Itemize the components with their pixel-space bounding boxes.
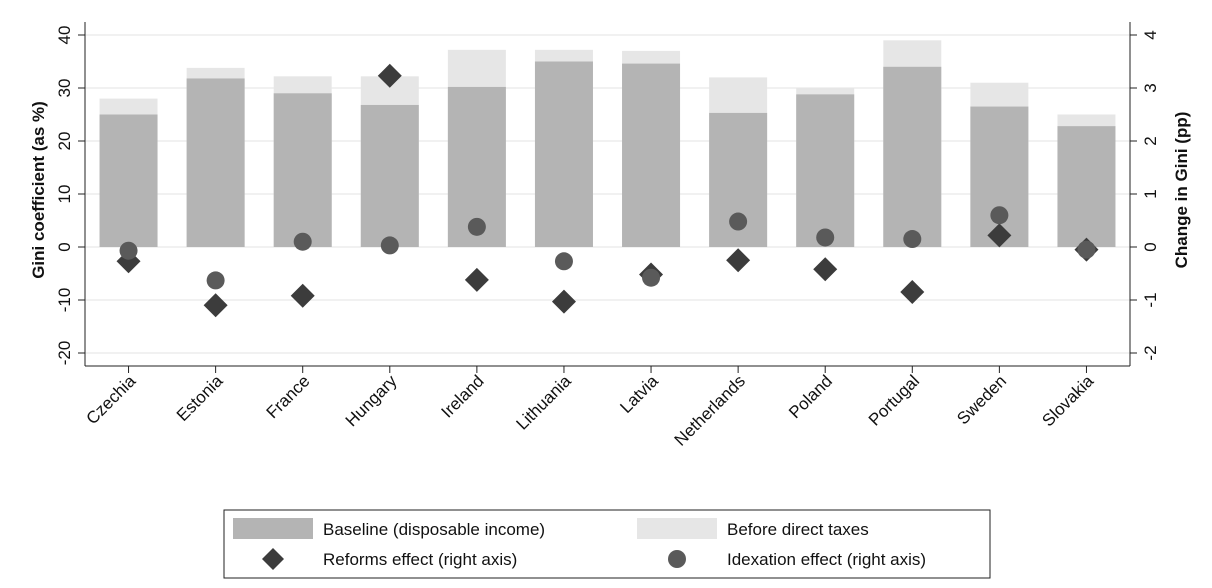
indexation-point-netherlands bbox=[729, 212, 748, 231]
indexation-point-latvia bbox=[642, 268, 661, 287]
x-tick-label-france: France bbox=[263, 371, 314, 422]
reforms-point-lithuania bbox=[551, 289, 576, 314]
bar-baseline-hungary bbox=[360, 104, 419, 248]
legend-swatch-before-tax bbox=[637, 518, 717, 539]
y-tick-label: -10 bbox=[55, 288, 74, 313]
y2-tick-label: 1 bbox=[1141, 189, 1160, 198]
indexation-point-portugal bbox=[903, 230, 922, 249]
indexation-point-sweden bbox=[990, 206, 1009, 225]
reforms-point-netherlands bbox=[726, 248, 751, 273]
legend-circle-icon bbox=[668, 550, 686, 568]
indexation-point-lithuania bbox=[554, 252, 573, 271]
y-tick-label: 30 bbox=[55, 79, 74, 98]
x-tick-label-sweden: Sweden bbox=[953, 371, 1010, 428]
y-axis-title: Gini coefficient (as %) bbox=[29, 101, 48, 279]
y-tick-label: 40 bbox=[55, 26, 74, 45]
legend-diamond-icon bbox=[262, 548, 284, 570]
bar-baseline-slovakia bbox=[1057, 126, 1116, 247]
y2-tick-label: 0 bbox=[1141, 242, 1160, 251]
y2-tick-label: 3 bbox=[1141, 83, 1160, 92]
y2-tick-label: 2 bbox=[1141, 136, 1160, 145]
y2-tick-label: 4 bbox=[1141, 30, 1160, 39]
legend-swatch-baseline bbox=[233, 518, 313, 539]
bar-baseline-poland bbox=[796, 94, 855, 247]
bar-baseline-estonia bbox=[186, 78, 245, 248]
gridlines bbox=[85, 34, 1130, 354]
bar-baseline-portugal bbox=[883, 66, 942, 247]
bar-baseline-czechia bbox=[99, 114, 158, 247]
indexation-point-ireland bbox=[467, 217, 486, 236]
y-tick-label: 10 bbox=[55, 185, 74, 204]
legend-label-before-tax: Before direct taxes bbox=[727, 520, 869, 539]
x-tick-label-netherlands: Netherlands bbox=[671, 371, 749, 449]
indexation-point-hungary bbox=[380, 236, 399, 255]
bar-baseline-latvia bbox=[622, 63, 681, 248]
reforms-point-sweden bbox=[987, 223, 1012, 248]
reforms-point-poland bbox=[813, 257, 838, 282]
x-tick-label-latvia: Latvia bbox=[616, 371, 662, 417]
reforms-point-france bbox=[290, 283, 315, 308]
y2-tick-label: -1 bbox=[1141, 292, 1160, 307]
x-tick-label-hungary: Hungary bbox=[342, 371, 401, 430]
legend: Baseline (disposable income) Before dire… bbox=[223, 509, 991, 579]
reforms-point-estonia bbox=[203, 293, 228, 318]
x-tick-label-poland: Poland bbox=[785, 371, 836, 422]
x-tick-label-czechia: Czechia bbox=[83, 371, 140, 428]
indexation-point-slovakia bbox=[1077, 240, 1096, 259]
bars bbox=[99, 40, 1116, 248]
y-tick-label: 0 bbox=[55, 242, 74, 251]
legend-label-baseline: Baseline (disposable income) bbox=[323, 520, 545, 539]
y-tick-label: -20 bbox=[55, 341, 74, 366]
legend-label-indexation: Idexation effect (right axis) bbox=[727, 550, 926, 569]
bar-baseline-france bbox=[273, 93, 332, 247]
reforms-point-ireland bbox=[464, 267, 489, 292]
indexation-point-estonia bbox=[206, 271, 225, 290]
legend-frame bbox=[223, 509, 991, 579]
x-tick-label-slovakia: Slovakia bbox=[1038, 371, 1097, 430]
y2-axis-title: Change in Gini (pp) bbox=[1172, 112, 1191, 269]
bar-baseline-lithuania bbox=[534, 61, 593, 247]
y2-tick-label: -2 bbox=[1141, 345, 1160, 360]
indexation-point-poland bbox=[816, 228, 835, 247]
reforms-point-portugal bbox=[900, 280, 925, 305]
x-tick-label-estonia: Estonia bbox=[173, 371, 227, 425]
legend-label-reforms: Reforms effect (right axis) bbox=[323, 550, 517, 569]
reforms-point-hungary bbox=[377, 63, 402, 88]
y-tick-label: 20 bbox=[55, 132, 74, 151]
x-tick-label-portugal: Portugal bbox=[865, 371, 923, 429]
x-tick-label-ireland: Ireland bbox=[438, 371, 488, 421]
markers bbox=[116, 63, 1099, 318]
indexation-point-czechia bbox=[119, 241, 138, 260]
indexation-point-france bbox=[293, 232, 312, 251]
x-tick-label-lithuania: Lithuania bbox=[513, 371, 576, 434]
